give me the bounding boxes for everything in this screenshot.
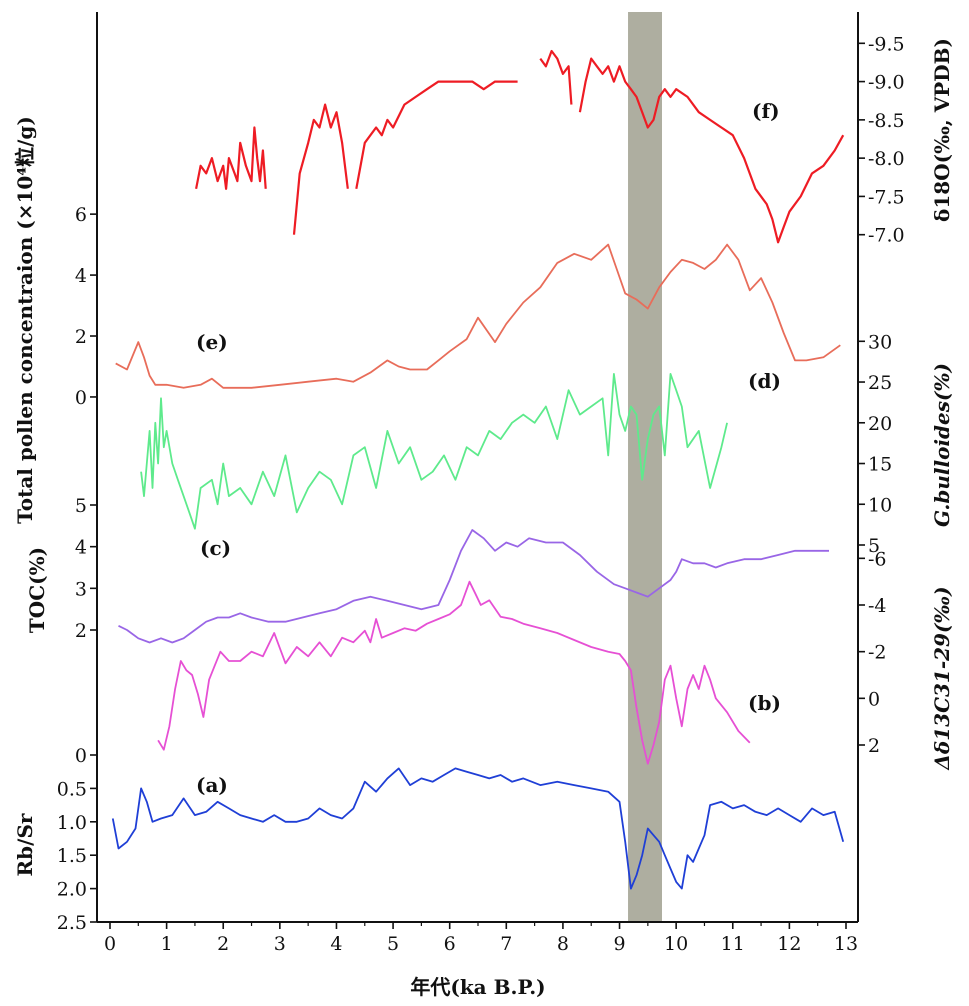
tick-label-f-1: -9.0 bbox=[868, 72, 905, 94]
tick-label-a-2: 1.0 bbox=[57, 812, 87, 834]
tick-label-f-2: -8.5 bbox=[868, 110, 905, 132]
tick-label-e-2: 4 bbox=[75, 265, 87, 287]
y-axis-title-f-text: δ18O(‰, VPDB) bbox=[930, 38, 954, 222]
tick-label-b-1: -4 bbox=[868, 595, 887, 617]
x-tick-label-2: 2 bbox=[217, 933, 229, 955]
tick-label-e-0: 0 bbox=[75, 387, 87, 409]
tick-label-f-4: -7.5 bbox=[868, 186, 905, 208]
x-tick-label-9: 9 bbox=[613, 933, 625, 955]
y-axis-title-e-text: Total pollen concentraion (×10⁴粒/g) bbox=[13, 116, 37, 524]
series-layer bbox=[111, 49, 845, 890]
series-a-line-0 bbox=[111, 767, 845, 890]
tick-label-f-5: -7.0 bbox=[868, 225, 905, 247]
y-axis-title-b: Δδ13C31-29(‰) bbox=[930, 586, 954, 770]
tick-label-d-5: 30 bbox=[868, 331, 892, 353]
tick-label-c-3: 5 bbox=[75, 495, 87, 517]
tick-label-b-4: 2 bbox=[868, 735, 880, 757]
y-axis-title-a-text: Rb/Sr bbox=[13, 813, 37, 876]
tick-label-c-0: 2 bbox=[75, 620, 87, 642]
tick-label-a-0: 0 bbox=[75, 745, 87, 767]
x-tick-label-0: 0 bbox=[104, 933, 116, 955]
tick-label-c-1: 3 bbox=[75, 578, 87, 600]
series-c-line-0 bbox=[118, 529, 829, 644]
tick-label-d-4: 25 bbox=[868, 372, 892, 394]
y-axis-title-c: TOC(%) bbox=[25, 547, 49, 633]
panel-label-b: (b) bbox=[748, 691, 781, 715]
tick-layer: -9.5-9.0-8.5-8.0-7.5-7.00246510152025302… bbox=[57, 33, 905, 955]
tick-label-b-2: -2 bbox=[868, 642, 887, 664]
x-tick-label-13: 13 bbox=[834, 933, 858, 955]
y-axis-title-b-text: Δδ13C31-29(‰) bbox=[930, 586, 954, 770]
series-f-line-1 bbox=[292, 103, 349, 235]
x-tick-label-7: 7 bbox=[500, 933, 512, 955]
highlight-band bbox=[628, 12, 662, 922]
tick-label-a-4: 2.0 bbox=[57, 879, 87, 901]
panel-label-f: (f) bbox=[752, 99, 780, 123]
series-f-line-0 bbox=[195, 126, 267, 190]
x-tick-label-10: 10 bbox=[664, 933, 688, 955]
y-axis-title-c-text: TOC(%) bbox=[25, 547, 49, 633]
y-axis-title-d: G.bulloides(%) bbox=[930, 363, 954, 527]
series-f-line-4 bbox=[578, 57, 845, 244]
x-tick-label-3: 3 bbox=[274, 933, 286, 955]
x-tick-label-5: 5 bbox=[387, 933, 399, 955]
x-tick-label-12: 12 bbox=[777, 933, 801, 955]
tick-label-d-0: 5 bbox=[868, 535, 880, 557]
tick-label-b-3: 0 bbox=[868, 688, 880, 710]
tick-label-a-3: 1.5 bbox=[57, 845, 87, 867]
series-f-line-2 bbox=[355, 80, 518, 189]
x-tick-label-4: 4 bbox=[330, 933, 342, 955]
panel-label-c: (c) bbox=[200, 536, 231, 560]
y-axis-title-a: Rb/Sr bbox=[13, 813, 37, 876]
y-axis-title-f: δ18O(‰, VPDB) bbox=[930, 38, 954, 222]
series-e-line-0 bbox=[115, 243, 841, 389]
y-axis-title-d-text: G.bulloides(%) bbox=[930, 363, 954, 527]
tick-label-e-3: 6 bbox=[75, 204, 87, 226]
tick-label-c-2: 4 bbox=[75, 537, 87, 559]
y-axis-title-e: Total pollen concentraion (×10⁴粒/g) bbox=[13, 116, 37, 524]
series-f-line-3 bbox=[539, 49, 573, 105]
x-tick-label-1: 1 bbox=[161, 933, 173, 955]
tick-label-a-1: 0.5 bbox=[57, 778, 87, 800]
x-tick-label-11: 11 bbox=[721, 933, 745, 955]
panel-label-a: (a) bbox=[196, 773, 228, 797]
tick-label-f-0: -9.5 bbox=[868, 33, 905, 55]
x-axis-title: 年代(ka B.P.) bbox=[410, 975, 545, 999]
panel-label-d: (d) bbox=[748, 369, 781, 393]
tick-label-d-1: 10 bbox=[868, 494, 892, 516]
panel-label-e: (e) bbox=[196, 330, 228, 354]
series-d-line-0 bbox=[140, 372, 728, 530]
series-b-line-0 bbox=[157, 580, 751, 765]
tick-label-e-1: 2 bbox=[75, 326, 87, 348]
x-tick-label-6: 6 bbox=[444, 933, 456, 955]
tick-label-f-3: -8.0 bbox=[868, 148, 905, 170]
tick-label-b-0: -6 bbox=[868, 548, 887, 570]
tick-label-d-2: 15 bbox=[868, 454, 892, 476]
tick-label-d-3: 20 bbox=[868, 413, 892, 435]
x-tick-label-8: 8 bbox=[557, 933, 569, 955]
tick-label-a-5: 2.5 bbox=[57, 912, 87, 934]
